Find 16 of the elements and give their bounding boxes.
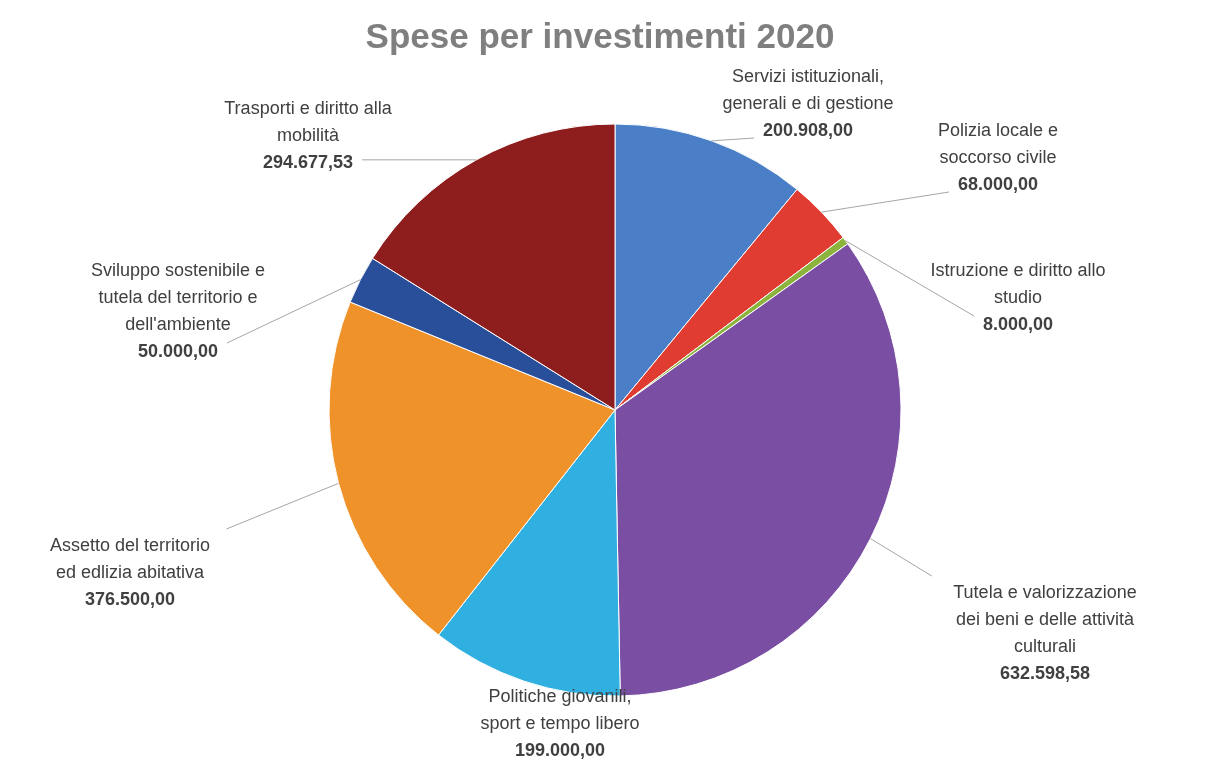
data-label: 68.000,00	[957, 174, 1039, 194]
slice-label: Sviluppo sostenibile e tutela del territorio e dell'ambiente	[90, 260, 266, 334]
slice-label: Assetto del territorio ed edlizia abitativa	[49, 535, 211, 582]
data-label: 8.000,00	[982, 314, 1054, 334]
chart-title: Spese per investimenti 2020	[365, 16, 835, 55]
slice-label: Servizi istituzionali, generali e di gestione	[722, 66, 894, 113]
slice-label: Istruzione e diritto allo studio	[930, 260, 1106, 307]
data-label: 294.677,53	[262, 152, 354, 172]
slice-label: Trasporti e diritto alla mobilità	[224, 98, 393, 145]
slice-label: Tutela e valorizzazione dei beni e delle attività culturali	[953, 582, 1137, 656]
data-label: 199.000,00	[514, 740, 606, 760]
data-label: 200.908,00	[762, 120, 854, 140]
data-label: 632.598,58	[999, 663, 1091, 683]
slice-label: Polizia locale e soccorso civile	[937, 120, 1059, 167]
data-label: 376.500,00	[84, 589, 176, 609]
data-label: 50.000,00	[137, 341, 219, 361]
